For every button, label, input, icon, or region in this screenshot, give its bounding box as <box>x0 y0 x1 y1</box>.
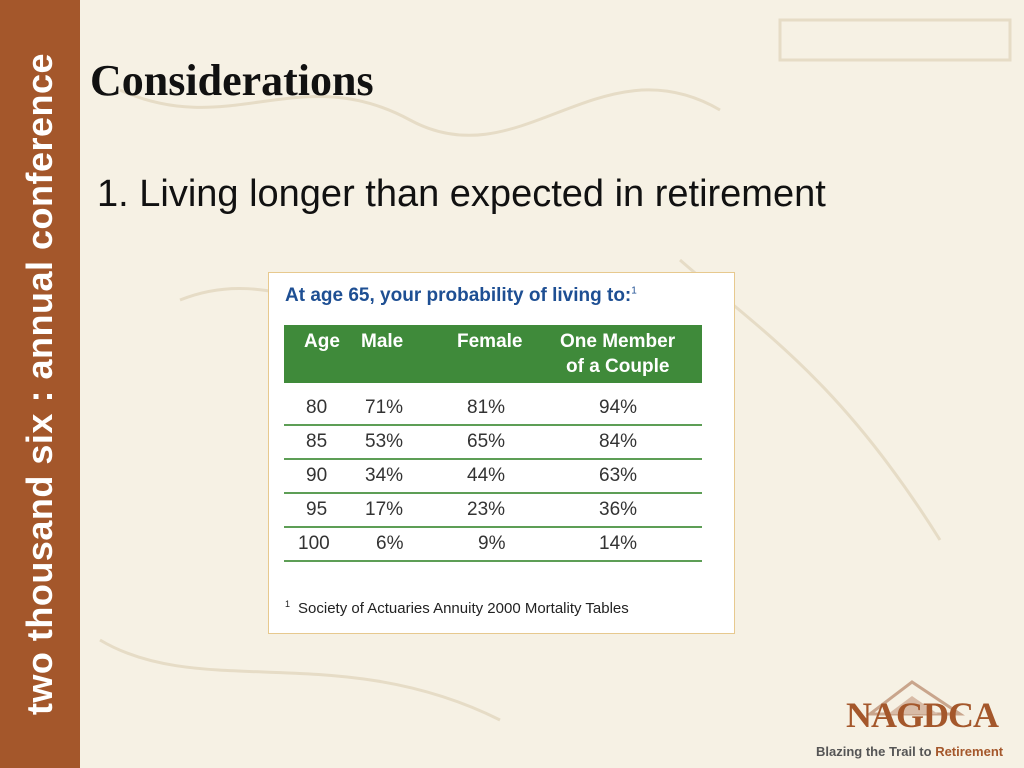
table-heading: At age 65, your probability of living to… <box>285 285 637 306</box>
header-male: Male <box>361 331 404 352</box>
sidebar: two thousand six : annual conference <box>0 0 80 768</box>
cell-age: 90 <box>306 465 328 486</box>
table-header: Age Male Female One Member of a Couple <box>284 325 702 383</box>
table-row: 80 71% 81% 94% <box>284 393 702 426</box>
cell-female: 81% <box>467 397 506 418</box>
header-age: Age <box>304 331 340 352</box>
cell-couple: 94% <box>599 397 638 418</box>
cell-male: 34% <box>365 465 404 486</box>
table-row: 85 53% 65% 84% <box>284 427 702 460</box>
cell-couple: 14% <box>599 533 638 554</box>
cell-age: 100 <box>298 533 330 554</box>
cell-male: 6% <box>376 533 404 554</box>
cell-female: 9% <box>478 533 506 554</box>
probability-table: At age 65, your probability of living to… <box>268 272 735 634</box>
heading-footnote-mark: 1 <box>631 285 637 297</box>
table-row: 100 6% 9% 14% <box>284 529 702 562</box>
logo-tagline: Blazing the Trail to Retirement <box>816 744 1004 759</box>
cell-couple: 36% <box>599 499 638 520</box>
sidebar-text: two thousand six : annual conference <box>19 52 60 716</box>
cell-female: 44% <box>467 465 506 486</box>
header-couple-line1: One Member <box>560 331 676 352</box>
table-footnote: 1 Society of Actuaries Annuity 2000 Morta… <box>285 599 629 617</box>
cell-age: 80 <box>306 397 328 418</box>
cell-age: 85 <box>306 431 328 452</box>
consideration-point: 1. Living longer than expected in retire… <box>97 173 826 215</box>
table-row: 95 17% 23% 36% <box>284 495 702 528</box>
cell-couple: 63% <box>599 465 638 486</box>
mountain-icon <box>865 680 965 716</box>
logo-wordmark: NAGDCA <box>846 695 999 735</box>
cell-male: 53% <box>365 431 404 452</box>
cell-male: 17% <box>365 499 404 520</box>
cell-couple: 84% <box>599 431 638 452</box>
footnote-mark: 1 <box>285 599 291 609</box>
cell-female: 65% <box>467 431 506 452</box>
table-row: 90 34% 44% 63% <box>284 461 702 494</box>
header-female: Female <box>457 331 523 352</box>
cell-female: 23% <box>467 499 506 520</box>
cell-male: 71% <box>365 397 404 418</box>
cell-age: 95 <box>306 499 328 520</box>
slide-title: Considerations <box>90 56 374 105</box>
nagdca-logo: NAGDCA Blazing the Trail to Retirement <box>810 676 1015 762</box>
header-couple-line2: of a Couple <box>566 356 670 377</box>
